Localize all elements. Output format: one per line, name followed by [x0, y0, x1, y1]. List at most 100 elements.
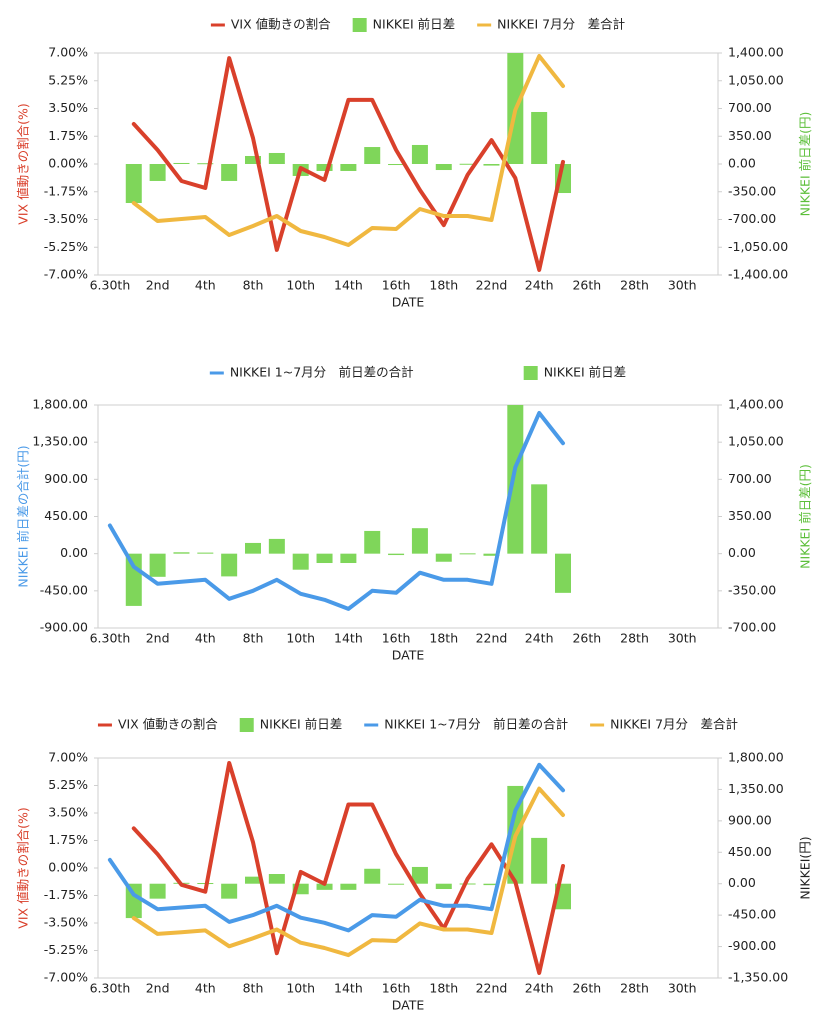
bar	[245, 542, 261, 554]
x-tick-label: 16th	[382, 278, 411, 293]
y-tick-label: 3.50%	[48, 805, 88, 820]
bar	[245, 876, 261, 884]
x-tick-label: 2nd	[146, 981, 170, 996]
plot-frame	[97, 52, 719, 276]
bar	[173, 552, 190, 554]
x-tick-label: 18th	[429, 278, 458, 293]
bar	[268, 874, 285, 884]
legend-item: NIKKEI 1~7月分 前日差の合計	[209, 365, 414, 380]
y-tick-label: 3.50%	[48, 100, 88, 115]
y-tick-label: 7.00%	[48, 45, 88, 60]
y-tick-label: -900.00	[40, 620, 88, 635]
y2-tick-label: -900.00	[728, 938, 776, 953]
legend-swatch	[523, 366, 538, 380]
plot-frame	[97, 757, 719, 979]
y2-tick-label: -450.00	[728, 907, 776, 922]
y-axis-label: VIX 値動きの割合(%)	[16, 807, 31, 928]
legend-label: NIKKEI 前日差	[260, 717, 343, 732]
x-tick-label: 8th	[243, 278, 264, 293]
y2-tick-label: 1,050.00	[728, 434, 784, 449]
bar	[316, 553, 333, 564]
x-tick-label: 22nd	[476, 981, 508, 996]
y-tick-label: 7.00%	[48, 750, 88, 765]
y2-tick-label: 1,400.00	[728, 45, 784, 60]
line	[131, 786, 565, 958]
x-tick-label: 30th	[668, 631, 697, 646]
legend-item: NIKKEI 前日差	[523, 365, 627, 380]
legend-label: NIKKEI 前日差	[544, 365, 627, 380]
y2-tick-label: -1,350.00	[728, 970, 788, 985]
y2-tick-label: 450.00	[728, 844, 772, 859]
y-tick-label: -5.25%	[44, 239, 88, 254]
y2-tick-label: 1,350.00	[728, 781, 784, 796]
x-tick-label: 24th	[525, 631, 554, 646]
legend-label: VIX 値動きの割合	[231, 17, 331, 32]
y2-tick-label: -700.00	[728, 211, 776, 226]
x-tick-label: 8th	[243, 631, 264, 646]
y2-tick-label: 350.00	[728, 508, 772, 523]
legend-label: NIKKEI 7月分 差合計	[497, 17, 625, 32]
x-tick-label: 4th	[195, 631, 216, 646]
x-tick-label: 22nd	[476, 631, 508, 646]
y2-axis-label: NIKKEI 前日差(円)	[798, 112, 813, 217]
x-tick-label: 18th	[429, 981, 458, 996]
bar	[340, 553, 357, 564]
y2-tick-label: -700.00	[728, 620, 776, 635]
y2-axis-label: NIKKEI(円)	[798, 836, 813, 899]
x-tick-label: 14th	[334, 981, 363, 996]
bar	[221, 164, 238, 181]
legend-swatch	[239, 718, 254, 732]
x-tick-label: 6.30th	[90, 278, 131, 293]
y-tick-label: -450.00	[40, 582, 88, 597]
bar	[411, 528, 428, 554]
y-tick-label: 0.00%	[48, 860, 88, 875]
y-tick-label: -1.75%	[44, 183, 88, 198]
bar	[292, 883, 309, 895]
bar	[459, 163, 476, 165]
x-tick-label: 2nd	[146, 278, 170, 293]
x-tick-label: 24th	[525, 278, 554, 293]
y2-tick-label: -1,400.00	[728, 267, 788, 282]
bar	[340, 883, 357, 890]
x-tick-label: 22nd	[476, 278, 508, 293]
bar	[149, 883, 166, 899]
x-tick-label: 26th	[572, 278, 601, 293]
bar	[245, 155, 261, 164]
x-tick-label: 30th	[668, 278, 697, 293]
x-tick-label: 30th	[668, 981, 697, 996]
x-tick-label: 14th	[334, 278, 363, 293]
y-tick-label: 1.75%	[48, 128, 88, 143]
legend-item: VIX 値動きの割合	[97, 717, 218, 732]
legend-item: NIKKEI 1~7月分 前日差の合計	[364, 717, 568, 732]
y-tick-label: -7.00%	[44, 970, 88, 985]
bar	[173, 162, 190, 164]
line	[131, 54, 565, 247]
line	[131, 56, 565, 272]
legend-label: NIKKEI 前日差	[373, 17, 456, 32]
legend-item: NIKKEI 前日差	[352, 17, 456, 32]
line	[131, 761, 565, 975]
bar	[483, 883, 500, 886]
x-tick-label: 6.30th	[90, 631, 131, 646]
bar	[411, 866, 428, 884]
y-tick-label: -7.00%	[44, 267, 88, 282]
bar	[125, 553, 142, 606]
line	[107, 411, 565, 611]
x-tick-label: 10th	[286, 981, 315, 996]
bar	[125, 164, 142, 204]
x-tick-label: 28th	[620, 278, 649, 293]
bar	[197, 163, 214, 165]
bar	[435, 553, 452, 562]
y-tick-label: 1,800.00	[32, 397, 88, 412]
y2-tick-label: 900.00	[728, 812, 772, 827]
x-tick-label: 28th	[620, 631, 649, 646]
y-tick-label: 0.00	[60, 545, 88, 560]
bar	[364, 530, 381, 554]
y2-tick-label: -350.00	[728, 183, 776, 198]
bar	[316, 164, 333, 171]
y-tick-label: 5.25%	[48, 72, 88, 87]
y-tick-label: 450.00	[44, 508, 88, 523]
bar	[555, 553, 571, 593]
bar	[507, 405, 524, 554]
